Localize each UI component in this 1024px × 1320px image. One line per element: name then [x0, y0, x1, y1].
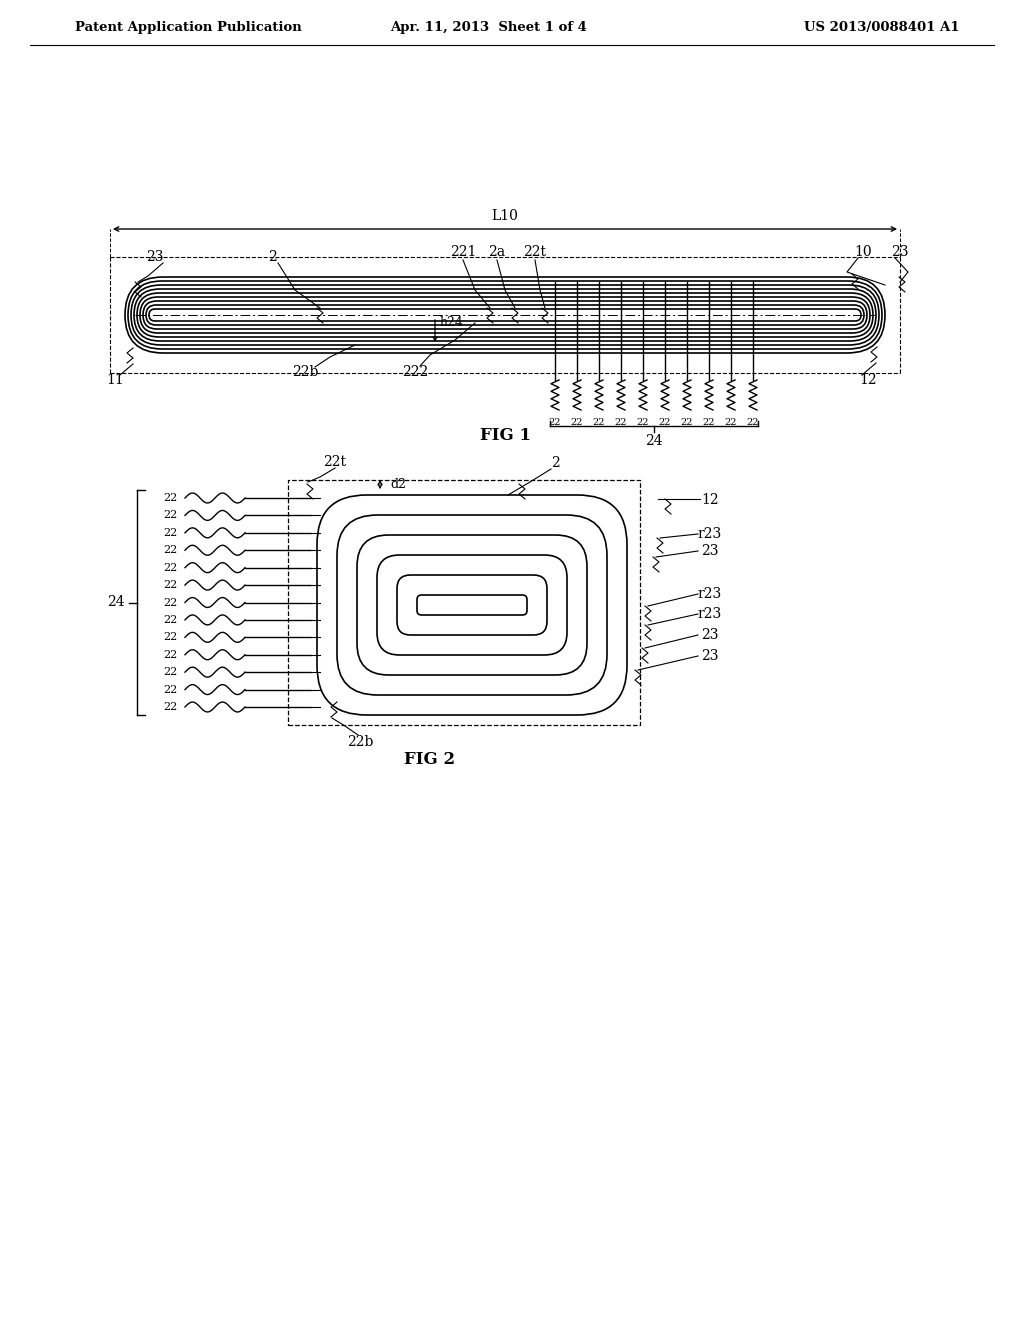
- Text: Apr. 11, 2013  Sheet 1 of 4: Apr. 11, 2013 Sheet 1 of 4: [390, 21, 587, 34]
- Text: 22: 22: [163, 649, 177, 660]
- Text: 22: 22: [163, 579, 177, 590]
- Text: 22: 22: [163, 492, 177, 503]
- Text: 23: 23: [146, 249, 164, 264]
- Text: r23: r23: [698, 527, 722, 541]
- Text: 22t: 22t: [324, 455, 346, 469]
- Text: 22: 22: [163, 545, 177, 556]
- Text: 22: 22: [614, 418, 628, 426]
- Text: 22t: 22t: [523, 246, 547, 259]
- Text: d2: d2: [390, 478, 406, 491]
- Text: 22: 22: [163, 598, 177, 607]
- Text: Patent Application Publication: Patent Application Publication: [75, 21, 302, 34]
- Text: 22: 22: [658, 418, 672, 426]
- Text: 22: 22: [570, 418, 584, 426]
- Text: 22: 22: [637, 418, 649, 426]
- Text: 22b: 22b: [292, 366, 318, 379]
- Text: 12: 12: [701, 492, 719, 507]
- Text: 22: 22: [163, 615, 177, 624]
- Text: r23: r23: [698, 587, 722, 601]
- Text: 23: 23: [701, 544, 719, 558]
- Text: US 2013/0088401 A1: US 2013/0088401 A1: [805, 21, 961, 34]
- Text: h24: h24: [440, 317, 464, 330]
- Text: 22: 22: [593, 418, 605, 426]
- Text: 22: 22: [163, 667, 177, 677]
- Text: 22: 22: [163, 511, 177, 520]
- Text: 22: 22: [163, 702, 177, 711]
- Text: 22: 22: [746, 418, 759, 426]
- Text: 24: 24: [645, 434, 663, 447]
- Text: 222: 222: [401, 366, 428, 379]
- Text: 22: 22: [725, 418, 737, 426]
- Text: 23: 23: [701, 628, 719, 642]
- Text: 2: 2: [551, 455, 559, 470]
- Text: 22: 22: [549, 418, 561, 426]
- Text: 2a: 2a: [488, 246, 506, 259]
- Text: 2: 2: [267, 249, 276, 264]
- Text: 22: 22: [163, 685, 177, 694]
- Text: 23: 23: [891, 246, 908, 259]
- Text: FIG 1: FIG 1: [479, 426, 530, 444]
- Text: 11: 11: [106, 374, 124, 387]
- Text: 221: 221: [450, 246, 476, 259]
- Bar: [288, 480, 640, 725]
- Text: 22: 22: [163, 632, 177, 643]
- Text: 22: 22: [681, 418, 693, 426]
- Text: 22: 22: [702, 418, 715, 426]
- Text: 24: 24: [108, 595, 125, 610]
- Text: 22: 22: [163, 562, 177, 573]
- Text: r23: r23: [698, 607, 722, 620]
- Text: 22: 22: [163, 528, 177, 537]
- Text: 22b: 22b: [347, 735, 373, 748]
- Text: 23: 23: [701, 649, 719, 663]
- Text: L10: L10: [492, 209, 518, 223]
- Text: 12: 12: [859, 374, 877, 387]
- Text: FIG 2: FIG 2: [404, 751, 456, 768]
- Text: 10: 10: [854, 246, 871, 259]
